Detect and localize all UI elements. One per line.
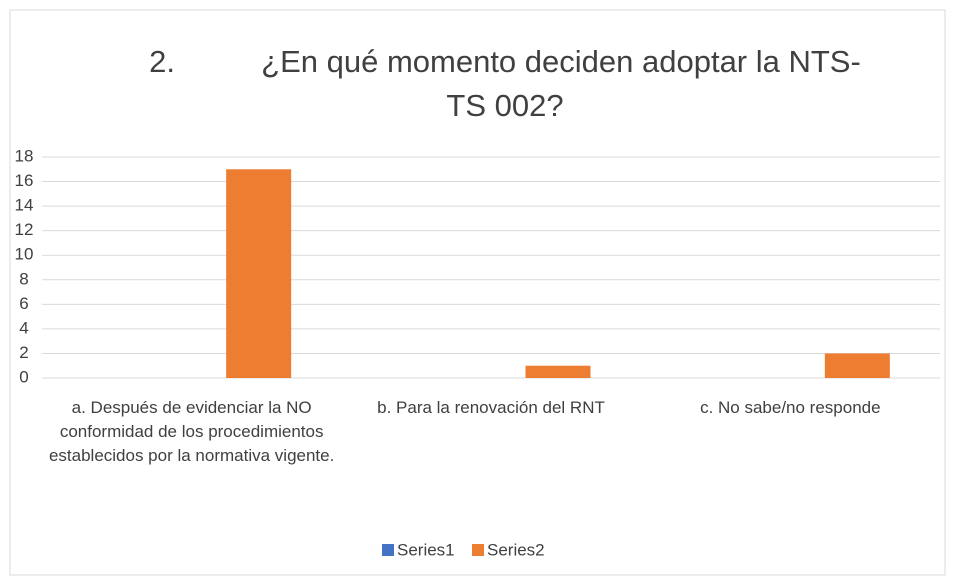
y-tick-label: 2 <box>19 343 28 362</box>
y-tick-label: 6 <box>19 294 28 313</box>
bar <box>824 353 890 378</box>
legend-swatch <box>472 544 484 556</box>
y-tick-label: 12 <box>15 220 34 239</box>
bar <box>226 169 292 378</box>
bar <box>525 365 591 378</box>
x-tick-label: c. No sabe/no responde <box>700 398 881 417</box>
chart-border <box>9 9 946 576</box>
x-tick-label: a. Después de evidenciar la NO conformid… <box>48 398 335 465</box>
y-tick-label: 18 <box>15 146 34 165</box>
legend-swatch <box>382 544 394 556</box>
y-tick-label: 8 <box>19 269 28 288</box>
legend-label: Series1 <box>397 540 455 559</box>
x-tick-label: b. Para la renovación del RNT <box>377 398 605 417</box>
y-tick-label: 14 <box>15 196 34 215</box>
y-tick-label: 16 <box>15 171 34 190</box>
legend-label: Series2 <box>487 540 545 559</box>
chart-title: 2. ¿En qué momento deciden adoptar la NT… <box>149 44 861 123</box>
y-tick-label: 10 <box>15 245 34 264</box>
y-tick-label: 4 <box>19 318 28 337</box>
y-tick-label: 0 <box>19 367 28 386</box>
